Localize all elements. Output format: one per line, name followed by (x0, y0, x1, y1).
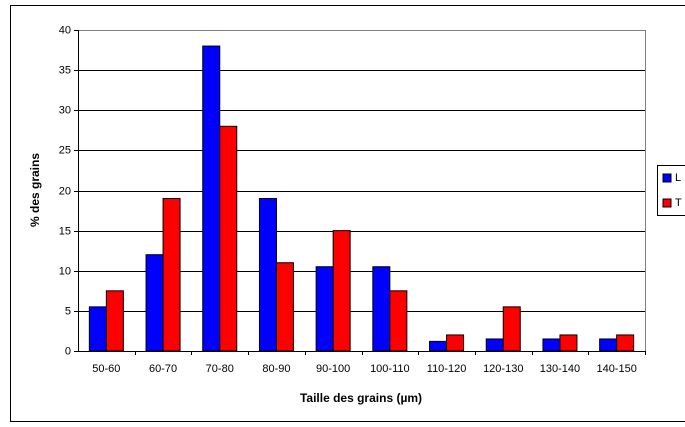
x-tick-label: 100-110 (370, 363, 410, 375)
x-tick-label: 50-60 (92, 363, 120, 375)
x-tick-label: 60-70 (149, 363, 177, 375)
x-tick-label: 70-80 (206, 363, 234, 375)
legend-label: T (675, 197, 682, 209)
bar (389, 290, 408, 352)
bar (315, 266, 334, 352)
bar (542, 338, 561, 352)
y-tick-label: 30 (59, 104, 71, 116)
y-tick-label: 10 (59, 265, 71, 277)
x-tick-label: 130-140 (540, 363, 580, 375)
y-tick-label: 15 (59, 225, 71, 237)
legend-swatch (662, 173, 672, 183)
y-tick-label: 35 (59, 64, 71, 76)
legend-swatch (662, 198, 672, 208)
x-axis-title: Taille des grains (µm) (300, 391, 422, 405)
y-tick-label: 40 (59, 24, 71, 36)
bar (88, 306, 107, 352)
bar (616, 334, 635, 352)
x-tick-label: 80-90 (262, 363, 290, 375)
bar (145, 254, 164, 352)
bar (599, 338, 618, 352)
bar (275, 262, 294, 352)
bar (502, 306, 521, 352)
bar (372, 266, 391, 352)
y-axis-title: % des grains (28, 153, 42, 227)
x-tick-label: 110-120 (427, 363, 467, 375)
chart-border (10, 5, 685, 422)
bar (258, 198, 277, 352)
y-tick-label: 25 (59, 144, 71, 156)
bar (446, 334, 465, 352)
bar (485, 338, 504, 352)
bar (559, 334, 578, 352)
y-tick-label: 20 (59, 185, 71, 197)
bar (219, 125, 238, 352)
x-tick-label: 120-130 (483, 363, 523, 375)
y-tick-label: 0 (65, 345, 71, 357)
bar (162, 198, 181, 352)
y-tick-label: 5 (65, 305, 71, 317)
legend-label: L (675, 172, 681, 184)
bar (429, 340, 448, 352)
bar (332, 230, 351, 352)
bar (202, 45, 221, 352)
bar (105, 290, 124, 352)
x-tick-label: 140-150 (596, 363, 636, 375)
x-tick-label: 90-100 (316, 363, 350, 375)
